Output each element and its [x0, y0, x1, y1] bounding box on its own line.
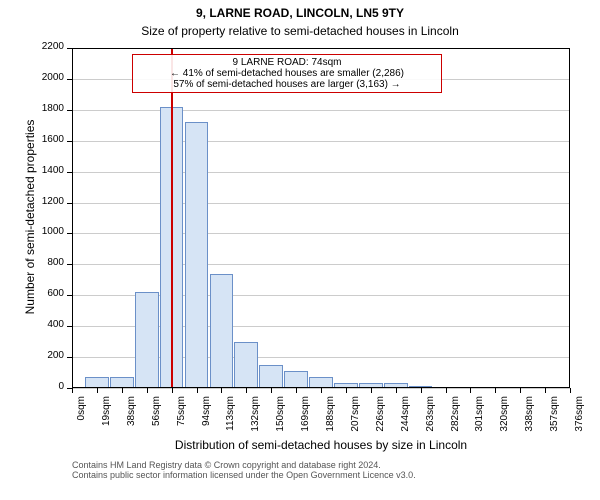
info-line-1: ← 41% of semi-detached houses are smalle…: [137, 68, 437, 79]
info-line-2: 57% of semi-detached houses are larger (…: [137, 79, 437, 90]
x-tick-mark: [421, 388, 422, 393]
y-tick-label: 600: [26, 288, 64, 299]
x-tick-label: 113sqm: [225, 396, 236, 444]
x-tick-label: 19sqm: [101, 396, 112, 444]
x-tick-label: 75sqm: [176, 396, 187, 444]
y-tick-label: 1800: [26, 103, 64, 114]
y-tick-label: 2000: [26, 72, 64, 83]
x-tick-label: 150sqm: [275, 396, 286, 444]
x-tick-mark: [122, 388, 123, 393]
y-tick-label: 800: [26, 257, 64, 268]
x-tick-label: 282sqm: [450, 396, 461, 444]
x-tick-mark: [72, 388, 73, 393]
x-tick-label: 188sqm: [325, 396, 336, 444]
x-tick-mark: [147, 388, 148, 393]
x-tick-mark: [346, 388, 347, 393]
footer-line-0: Contains HM Land Registry data © Crown c…: [72, 460, 416, 470]
x-tick-label: 376sqm: [574, 396, 585, 444]
x-tick-mark: [371, 388, 372, 393]
y-tick-label: 2200: [26, 41, 64, 52]
x-axis-label: Distribution of semi-detached houses by …: [72, 438, 570, 452]
x-tick-mark: [495, 388, 496, 393]
y-tick-label: 1600: [26, 134, 64, 145]
y-tick-label: 1400: [26, 165, 64, 176]
x-tick-label: 0sqm: [76, 396, 87, 444]
x-tick-label: 301sqm: [474, 396, 485, 444]
x-tick-mark: [570, 388, 571, 393]
x-tick-mark: [296, 388, 297, 393]
x-tick-mark: [545, 388, 546, 393]
footer-line-1: Contains public sector information licen…: [72, 470, 416, 480]
y-axis-label: Number of semi-detached properties: [23, 77, 37, 357]
y-tick-label: 400: [26, 319, 64, 330]
info-box: 9 LARNE ROAD: 74sqm ← 41% of semi-detach…: [132, 54, 442, 93]
x-tick-label: 94sqm: [201, 396, 212, 444]
x-tick-mark: [271, 388, 272, 393]
x-tick-label: 207sqm: [350, 396, 361, 444]
x-tick-mark: [321, 388, 322, 393]
x-tick-label: 320sqm: [499, 396, 510, 444]
chart-title-sub: Size of property relative to semi-detach…: [0, 24, 600, 38]
y-tick-label: 1000: [26, 226, 64, 237]
x-tick-label: 263sqm: [425, 396, 436, 444]
x-tick-mark: [246, 388, 247, 393]
x-tick-label: 357sqm: [549, 396, 560, 444]
footer: Contains HM Land Registry data © Crown c…: [72, 460, 416, 480]
x-tick-label: 338sqm: [524, 396, 535, 444]
plot-area: [72, 48, 570, 388]
y-tick-label: 200: [26, 350, 64, 361]
x-tick-label: 132sqm: [250, 396, 261, 444]
x-tick-label: 226sqm: [375, 396, 386, 444]
x-tick-mark: [446, 388, 447, 393]
x-tick-mark: [520, 388, 521, 393]
x-tick-mark: [396, 388, 397, 393]
x-tick-mark: [470, 388, 471, 393]
chart-title-main: 9, LARNE ROAD, LINCOLN, LN5 9TY: [0, 6, 600, 20]
x-tick-mark: [172, 388, 173, 393]
x-tick-mark: [197, 388, 198, 393]
x-tick-mark: [221, 388, 222, 393]
y-tick-label: 0: [26, 381, 64, 392]
y-tick-label: 1200: [26, 196, 64, 207]
x-tick-label: 244sqm: [400, 396, 411, 444]
x-tick-label: 169sqm: [300, 396, 311, 444]
x-tick-mark: [97, 388, 98, 393]
info-line-0: 9 LARNE ROAD: 74sqm: [137, 57, 437, 68]
x-tick-label: 56sqm: [151, 396, 162, 444]
x-tick-label: 38sqm: [126, 396, 137, 444]
